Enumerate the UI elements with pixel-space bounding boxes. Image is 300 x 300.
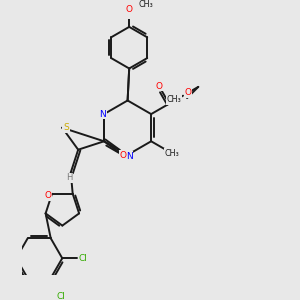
- Text: CH₃: CH₃: [165, 149, 179, 158]
- Text: CH₃: CH₃: [167, 95, 181, 104]
- Text: O: O: [45, 191, 52, 200]
- Text: O: O: [184, 88, 191, 97]
- Text: S: S: [63, 123, 69, 132]
- Text: Cl: Cl: [57, 292, 66, 300]
- Text: N: N: [126, 152, 133, 161]
- Text: N: N: [99, 110, 106, 118]
- Text: O: O: [156, 82, 163, 91]
- Text: CH₃: CH₃: [139, 0, 154, 9]
- Text: O: O: [119, 151, 126, 160]
- Text: O: O: [126, 5, 133, 14]
- Text: Cl: Cl: [79, 254, 88, 263]
- Text: H: H: [66, 173, 72, 182]
